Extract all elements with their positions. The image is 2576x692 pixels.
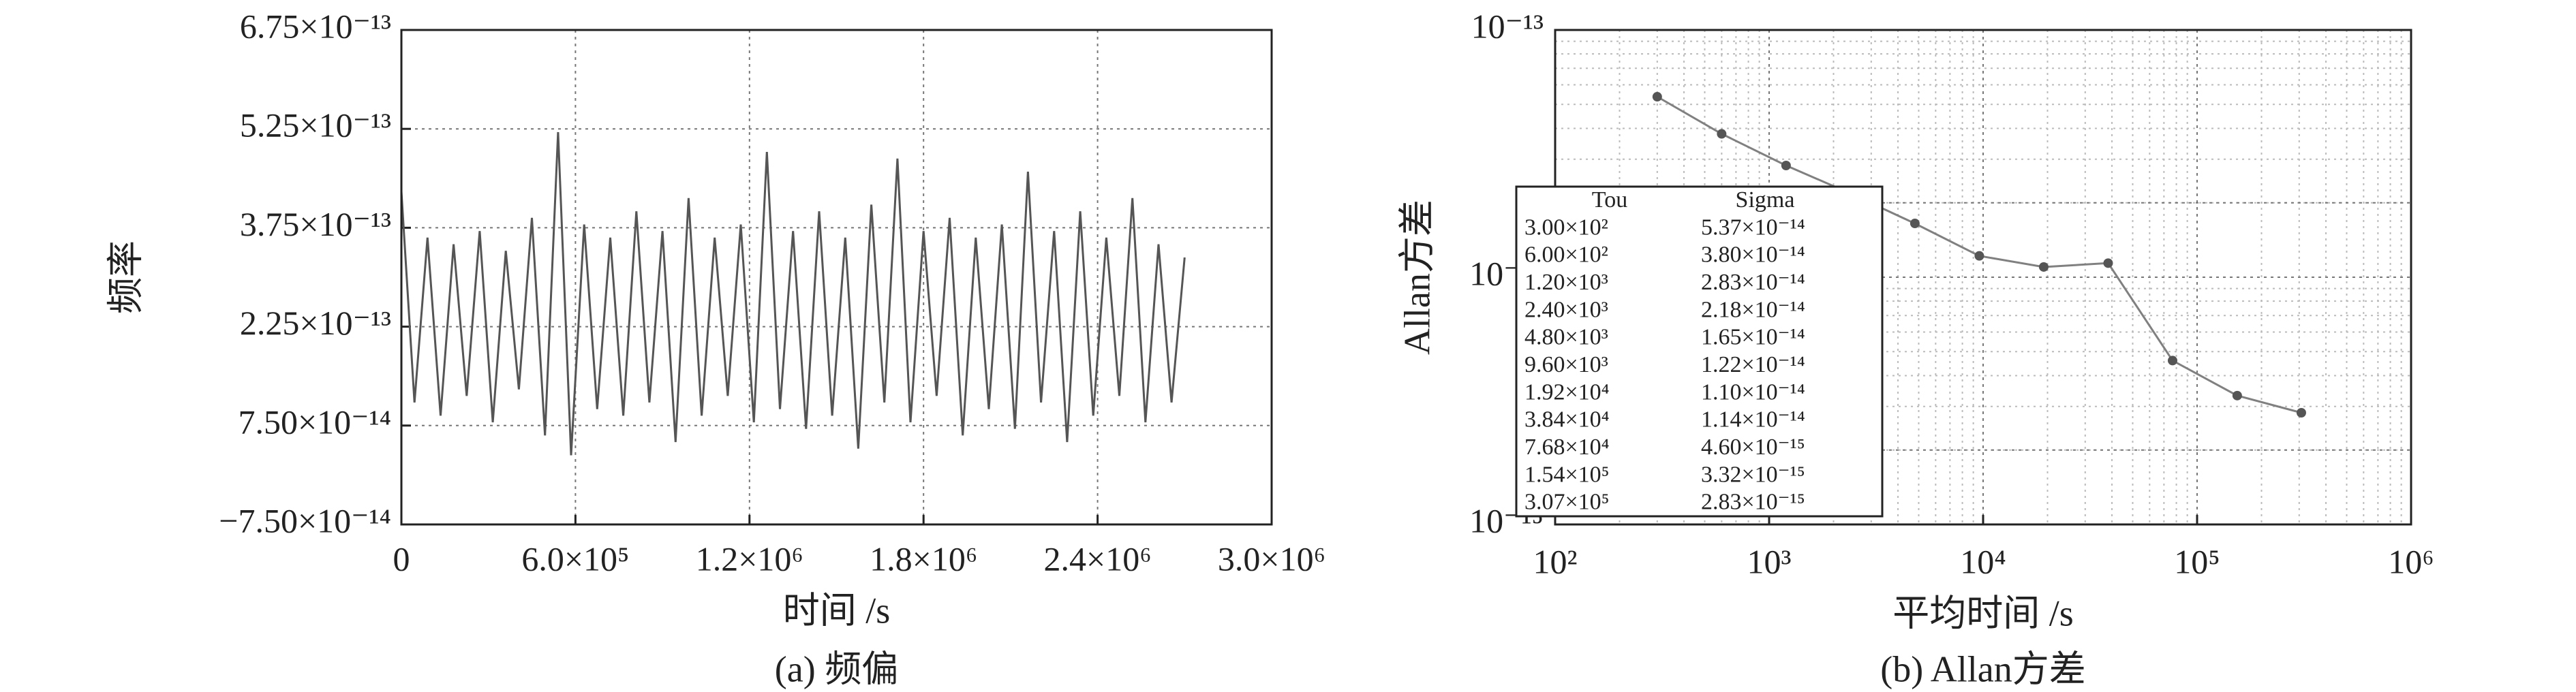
table-sigma: 1.14×10⁻¹⁴ (1701, 407, 1805, 432)
x-axis-label: 平均时间 /s (1892, 593, 2074, 633)
table-tau: 3.07×10⁵ (1524, 490, 1610, 515)
point (1974, 251, 1984, 261)
series-line (400, 131, 1186, 456)
point (1717, 129, 1727, 139)
table-header: Tou (1592, 187, 1627, 213)
x-tick-label: 3.0×10⁶ (1218, 539, 1325, 578)
table-header: Sigma (1736, 187, 1795, 213)
y-tick-label: 3.75×10⁻¹³ (240, 205, 391, 243)
table-tau: 6.00×10² (1524, 242, 1608, 268)
table-sigma: 3.80×10⁻¹⁴ (1701, 242, 1805, 268)
table-sigma: 2.18×10⁻¹⁴ (1701, 297, 1805, 322)
y-axis-label: 频率 (105, 240, 146, 314)
table-tau: 1.54×10⁵ (1524, 462, 1610, 487)
x-tick-label: 10⁵ (2174, 542, 2220, 580)
point (1910, 219, 1920, 229)
x-tick-label: 1.8×10⁶ (870, 539, 977, 578)
y-tick-label: −7.50×10⁻¹⁴ (219, 501, 391, 539)
point (2296, 408, 2306, 418)
table-sigma: 1.10×10⁻¹⁴ (1701, 379, 1805, 405)
caption: (a) 频偏 (775, 648, 898, 689)
plot-frame (400, 29, 1273, 526)
point (2232, 390, 2242, 400)
table-tau: 4.80×10³ (1524, 325, 1608, 350)
x-tick-label: 1.2×10⁶ (696, 539, 803, 578)
x-tick-label: 6.0×10⁵ (521, 539, 629, 578)
x-axis-label: 时间 /s (783, 590, 891, 631)
caption: (b) Allan方差 (1880, 648, 2085, 689)
point (2168, 356, 2178, 366)
table-sigma: 1.22×10⁻¹⁴ (1701, 352, 1805, 377)
table-tau: 1.20×10³ (1524, 270, 1608, 295)
y-tick-label: 6.75×10⁻¹³ (240, 7, 391, 45)
point (2103, 258, 2113, 268)
x-tick-label: 10³ (1747, 542, 1792, 580)
x-tick-label: 10⁴ (1960, 542, 2006, 580)
table-sigma: 5.37×10⁻¹⁴ (1701, 215, 1805, 240)
y-tick-label: 5.25×10⁻¹³ (240, 106, 391, 144)
table-tau: 2.40×10³ (1524, 297, 1608, 322)
table-tau: 3.84×10⁴ (1524, 407, 1610, 432)
x-tick-label: 10² (1533, 542, 1578, 580)
point (2038, 262, 2049, 272)
x-tick-label: 2.4×10⁶ (1044, 539, 1152, 578)
y-tick-label: 10⁻¹³ (1471, 7, 1544, 45)
table-sigma: 3.32×10⁻¹⁵ (1701, 462, 1805, 487)
table-sigma: 4.60×10⁻¹⁵ (1701, 435, 1805, 460)
table-sigma: 2.83×10⁻¹⁵ (1701, 490, 1805, 515)
table-sigma: 2.83×10⁻¹⁴ (1701, 270, 1805, 295)
y-tick-label: 7.50×10⁻¹⁴ (238, 403, 391, 441)
table-tau: 3.00×10² (1524, 215, 1608, 240)
point (1652, 92, 1662, 102)
y-axis-label: Allan方差 (1396, 200, 1437, 355)
table-tau: 1.92×10⁴ (1524, 379, 1610, 405)
point (1781, 161, 1791, 171)
x-tick-label: 0 (393, 539, 410, 578)
legend-table (1515, 185, 1884, 518)
y-tick-label: 2.25×10⁻¹³ (240, 304, 391, 342)
x-tick-label: 10⁶ (2388, 542, 2434, 580)
table-tau: 7.68×10⁴ (1524, 435, 1610, 460)
table-sigma: 1.65×10⁻¹⁴ (1701, 325, 1805, 350)
table-tau: 9.60×10³ (1524, 352, 1608, 377)
